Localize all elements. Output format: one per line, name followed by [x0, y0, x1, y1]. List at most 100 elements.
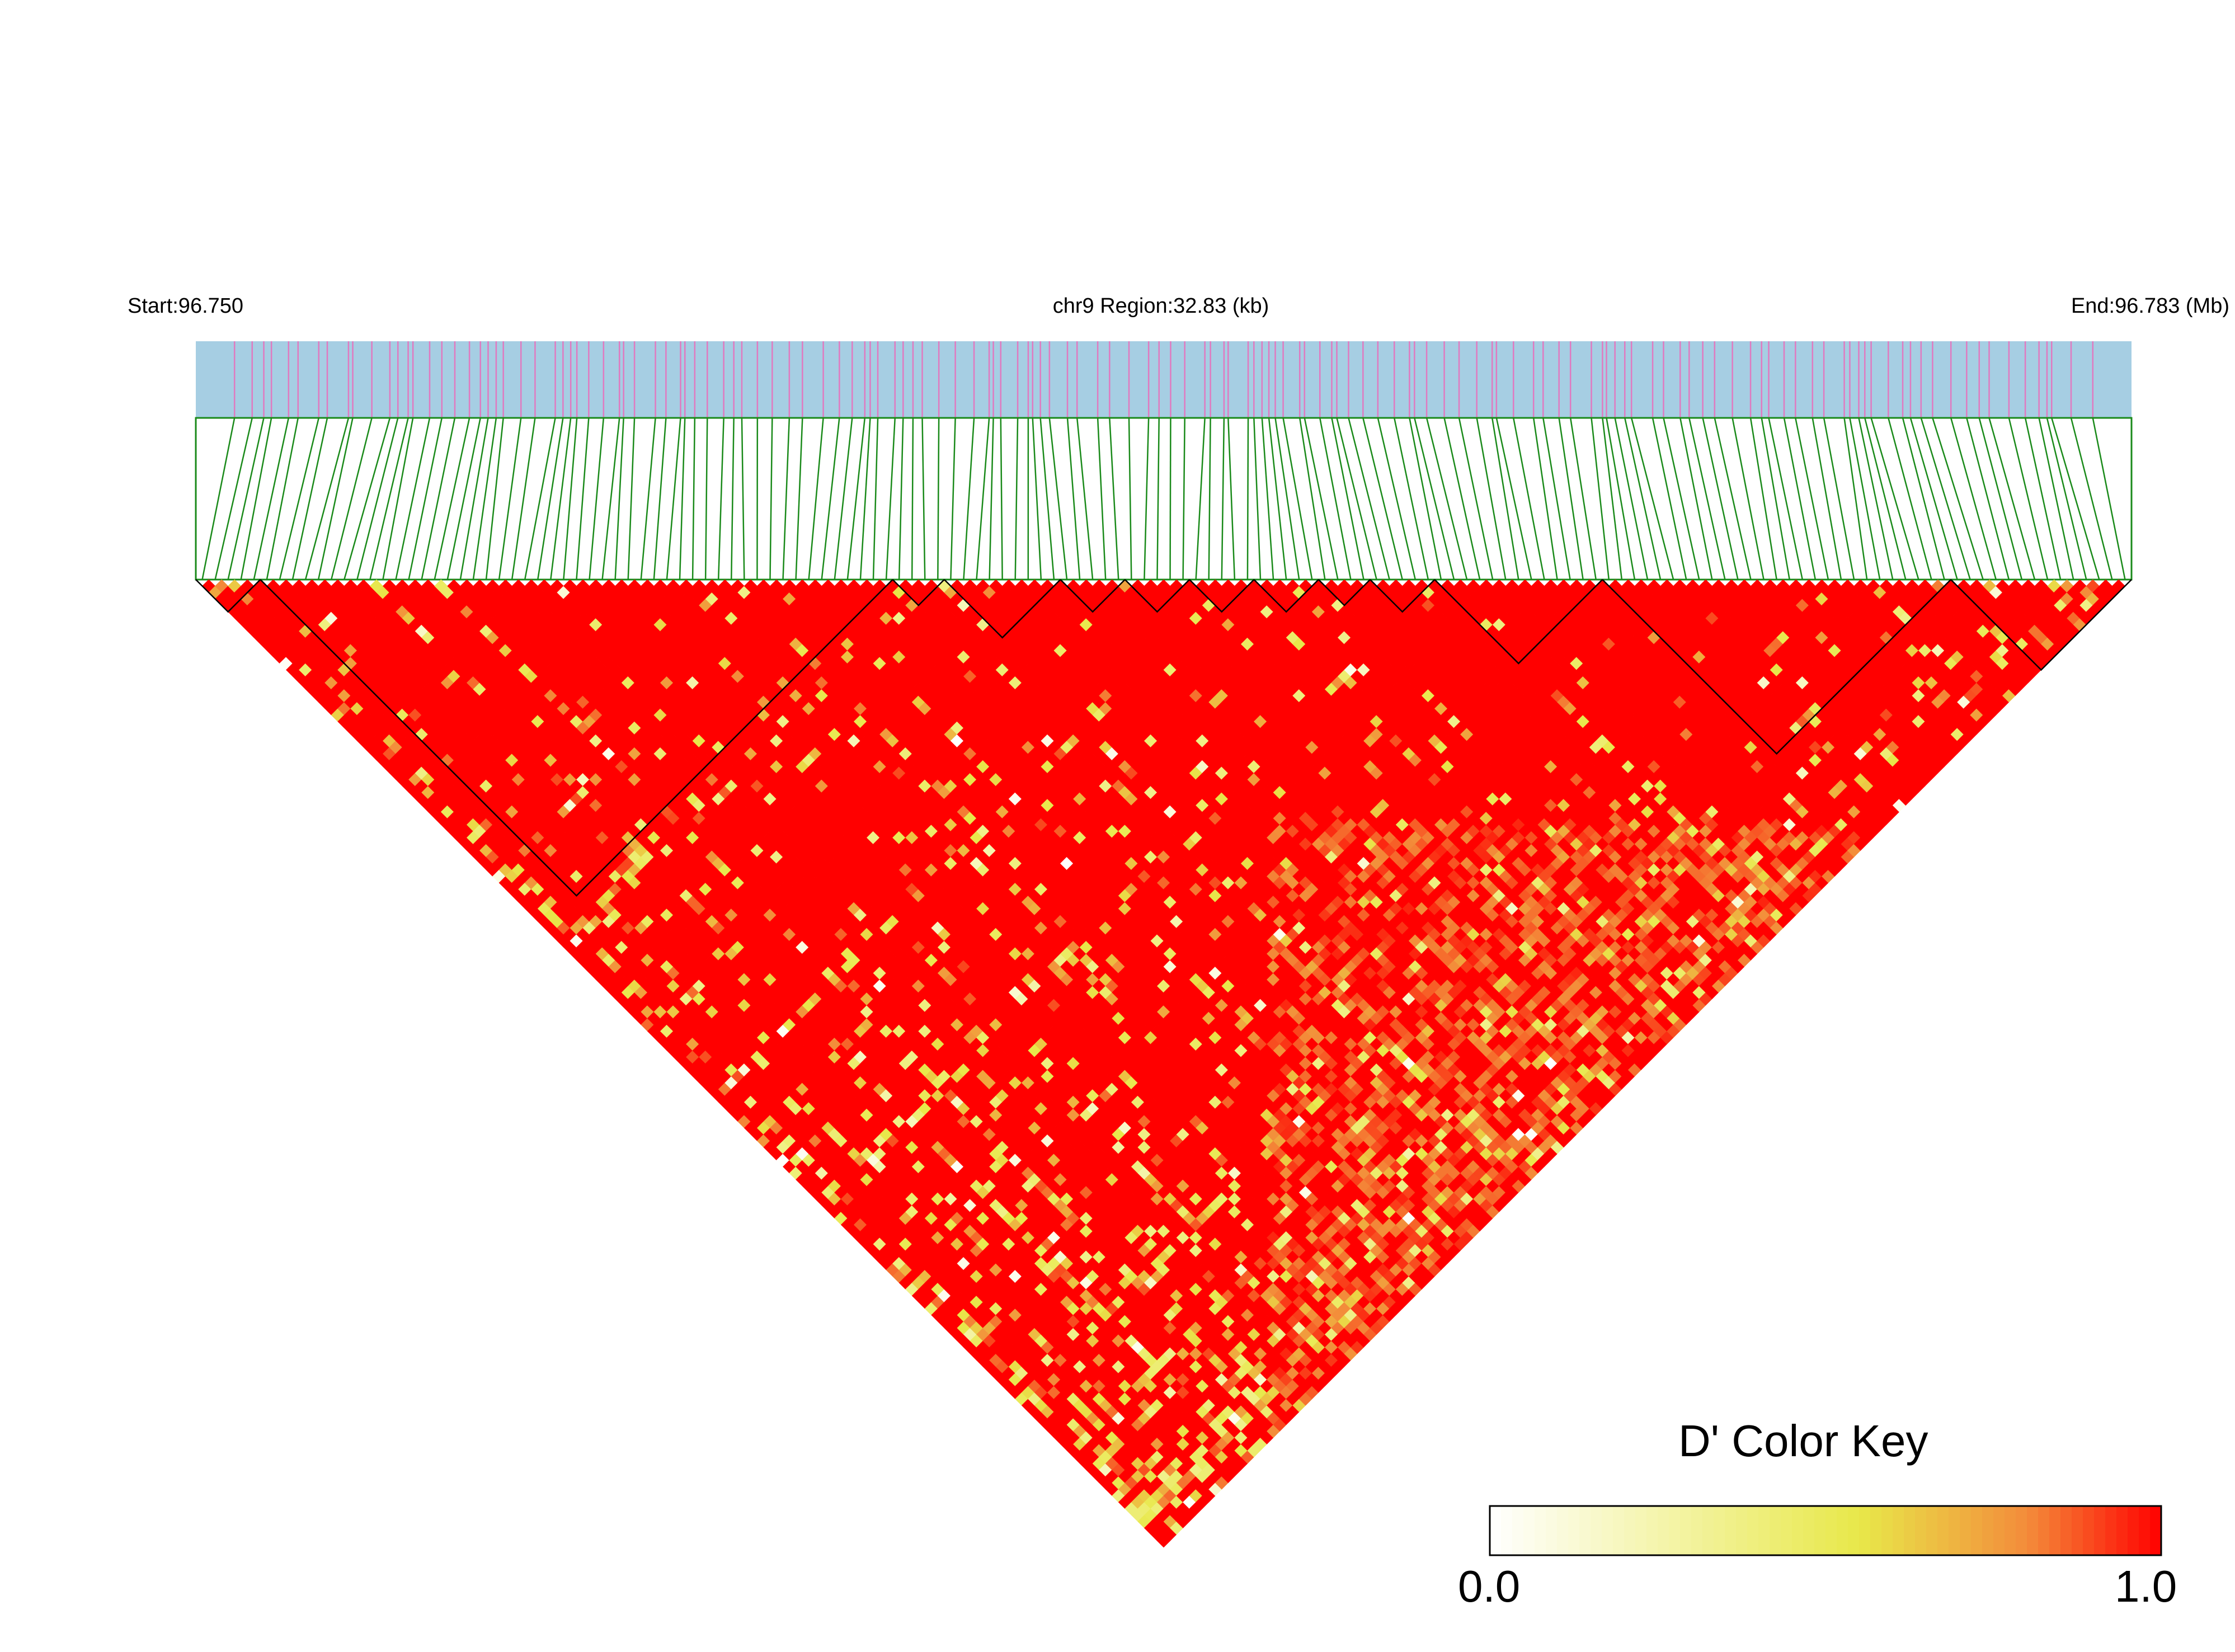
snp-connector-line [1591, 417, 1610, 580]
snp-connector-line [1513, 417, 1545, 580]
snp-connector-line [1614, 417, 1649, 580]
snp-connector-line [1569, 417, 1597, 580]
snp-connector-line [1950, 417, 1997, 580]
snp-connector-line [679, 417, 686, 580]
ld-heatmap [202, 579, 2125, 1548]
snp-connector-line [821, 417, 840, 580]
snp-connector-line [717, 417, 724, 580]
snp-connector-line [1495, 417, 1532, 580]
snp-connector-line [589, 417, 605, 580]
snp-connector-line [782, 417, 791, 580]
snp-connector-line [1304, 417, 1339, 580]
snp-connector-line [446, 417, 481, 580]
snp-connector-line [382, 417, 414, 580]
snp-connector-line [1978, 417, 2023, 580]
snp-connector-line [1920, 417, 1971, 580]
snp-connector-line [1909, 417, 1958, 580]
snp-connector-line [666, 417, 681, 580]
snp-connector-line [846, 417, 866, 580]
snp-connector-line [1811, 417, 1842, 580]
snp-connector-line [537, 417, 564, 580]
snp-connector-line [1823, 417, 1855, 580]
snp-connector-line [627, 417, 636, 580]
snp-connector-line [1261, 417, 1274, 580]
snp-connector-line [1542, 417, 1571, 580]
snp-connector-line [937, 417, 940, 580]
snp-connector-line [485, 417, 504, 580]
snp-connector-line [1039, 417, 1055, 580]
snp-connector-line [1731, 417, 1765, 580]
snp-connector-line [1532, 417, 1558, 580]
snp-connector-line [395, 417, 431, 580]
snp-connector-line [1966, 417, 2010, 580]
snp-connector-line [576, 417, 590, 580]
snp-connector-line [921, 417, 926, 580]
snp-connector-line [2008, 417, 2049, 580]
snp-connector-line [1299, 417, 1326, 580]
snp-connector-line [1274, 417, 1300, 580]
snp-connector-line [266, 417, 299, 580]
snp-connector-line [1394, 417, 1429, 580]
snp-connector-line [1066, 417, 1081, 580]
snp-connector-line [1414, 417, 1455, 580]
snp-connector-line [1795, 417, 1829, 580]
snp-connector-line [885, 417, 896, 580]
snp-connector-line [330, 417, 373, 580]
snp-connector-line [1651, 417, 1687, 580]
snp-connector-line [601, 417, 620, 580]
snp-connector-line [1195, 417, 1206, 580]
snp-connector-line [1253, 417, 1262, 580]
snp-connector-line [859, 417, 871, 580]
snp-connector-line [408, 417, 443, 580]
snp-connector-line [421, 417, 456, 580]
snp-connector-line [563, 417, 578, 580]
snp-connector-line [1144, 417, 1150, 580]
snp-connector-line [1227, 417, 1236, 580]
snp-connector-line [356, 417, 399, 580]
snp-connector-line [1000, 417, 1003, 580]
snp-connector-line [795, 417, 803, 580]
snp-markers [233, 341, 2094, 418]
snp-connector-line [240, 417, 272, 580]
snp-connector-line [304, 417, 350, 580]
snp-connector-line [1558, 417, 1584, 580]
snp-connector-line [1888, 417, 1932, 580]
snp-connector-line [1268, 417, 1287, 580]
snp-connector-line [1491, 417, 1519, 580]
snp-connector-line [1109, 417, 1119, 580]
connector-frame [195, 417, 2133, 581]
snp-connector-line [1988, 417, 2036, 580]
snp-connector-line [1458, 417, 1494, 580]
snp-connector-line [1702, 417, 1739, 580]
snp-connector-line [2038, 417, 2074, 580]
snp-connector-line [524, 417, 556, 580]
snp-connector-line [872, 417, 879, 580]
snp-connector-line [653, 417, 667, 580]
snp-connector-line [344, 417, 391, 580]
snp-connector-line [1843, 417, 1868, 580]
snp-connector-line [1864, 417, 1907, 580]
snp-connector-line [834, 417, 853, 580]
snp-connector-line [614, 417, 624, 580]
snp-connector-line [1602, 417, 1623, 580]
snp-connector-line [511, 417, 536, 580]
snp-connector-line [459, 417, 489, 580]
snp-connector-line [1169, 417, 1171, 580]
snp-connector-line [1761, 417, 1790, 580]
region-bar [196, 341, 2132, 418]
snp-connector-line [1606, 417, 1636, 580]
snp-connector-line [976, 417, 990, 580]
snp-connector-line [1849, 417, 1881, 580]
snp-connector-line [1362, 417, 1403, 580]
snp-connector-line [1282, 417, 1313, 580]
snp-connector-line [2051, 417, 2100, 580]
snp-connector-line [317, 417, 354, 580]
snp-connector-line [691, 417, 696, 580]
snp-connector-line [1870, 417, 1919, 580]
snp-connector-line [2092, 417, 2126, 580]
snp-connector-line [1443, 417, 1481, 580]
snp-connector-line [1679, 417, 1713, 580]
snp-connector-line [1630, 417, 1674, 580]
snp-connector-line [911, 417, 914, 580]
